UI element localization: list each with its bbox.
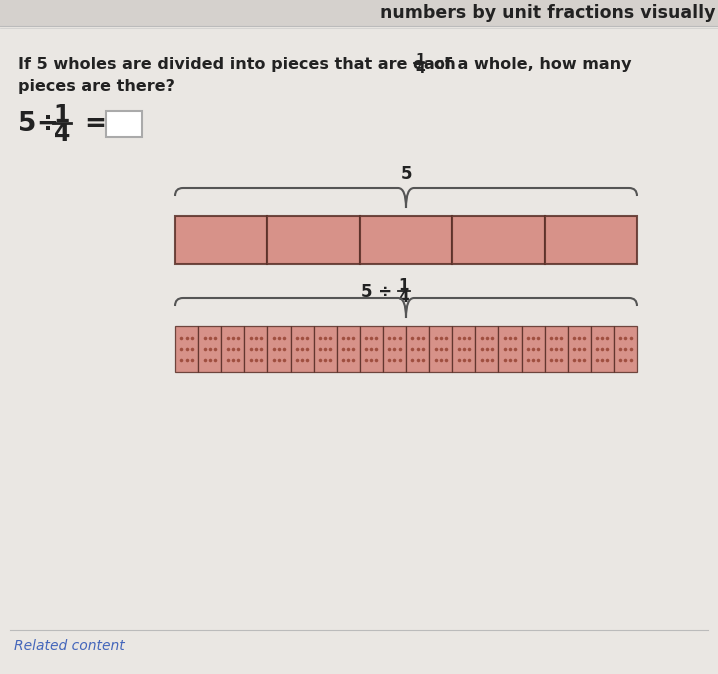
Bar	[498, 326, 521, 372]
Bar	[475, 326, 498, 372]
Bar	[568, 326, 591, 372]
Bar	[452, 326, 475, 372]
Bar	[452, 216, 544, 264]
Text: =: =	[84, 111, 106, 137]
Text: Related content: Related content	[14, 639, 125, 653]
Bar	[521, 326, 544, 372]
Text: 1: 1	[54, 103, 70, 127]
Text: If 5 wholes are divided into pieces that are each: If 5 wholes are divided into pieces that…	[18, 57, 456, 71]
Bar	[360, 216, 452, 264]
Bar	[267, 326, 291, 372]
Text: 4: 4	[398, 290, 409, 305]
Bar	[614, 326, 637, 372]
Bar	[0, 0, 718, 26]
Text: numbers by unit fractions visually: numbers by unit fractions visually	[381, 4, 716, 22]
Bar	[544, 326, 568, 372]
Text: pieces are there?: pieces are there?	[18, 78, 175, 94]
Bar	[544, 216, 637, 264]
Bar	[175, 326, 198, 372]
Text: 1: 1	[398, 278, 409, 293]
Text: 5 ÷: 5 ÷	[361, 283, 392, 301]
Text: 1: 1	[415, 52, 425, 66]
Bar	[360, 326, 383, 372]
Bar	[267, 216, 360, 264]
Bar	[291, 326, 314, 372]
Text: 4: 4	[54, 122, 70, 146]
Bar	[244, 326, 267, 372]
Bar	[106, 111, 142, 137]
Bar	[337, 326, 360, 372]
Bar	[314, 326, 337, 372]
Text: 4: 4	[415, 62, 425, 76]
Bar	[198, 326, 221, 372]
Text: of a whole, how many: of a whole, how many	[434, 57, 632, 71]
Bar	[221, 326, 244, 372]
Bar	[406, 326, 429, 372]
Text: ÷: ÷	[36, 111, 58, 137]
Bar	[175, 216, 267, 264]
Text: 5: 5	[18, 111, 37, 137]
Bar	[591, 326, 614, 372]
Text: 5: 5	[400, 165, 411, 183]
Bar	[429, 326, 452, 372]
Bar	[383, 326, 406, 372]
